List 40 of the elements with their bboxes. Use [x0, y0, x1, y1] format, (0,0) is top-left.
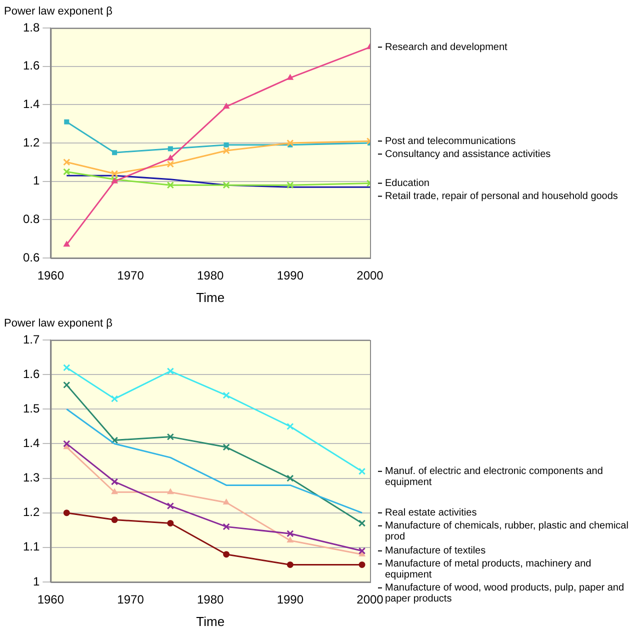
x-tick-label: 2000	[356, 268, 384, 283]
y-tick-label: 1.2	[22, 135, 40, 150]
y-tick-label: 1.2	[22, 505, 40, 520]
y-tick-label: 1.1	[22, 540, 40, 554]
text: Manuf. of electric and electronic components and equipment	[385, 466, 603, 488]
x-tick-label: 2000	[356, 592, 384, 607]
y-tick-label: 1.5	[22, 401, 40, 416]
y-axis-title: Power law exponent β	[4, 6, 112, 18]
text: Real estate activities	[385, 508, 477, 519]
series-label: Education	[385, 178, 430, 189]
x-tick-label: 1990	[276, 268, 304, 283]
y-tick-label: 1.4	[22, 96, 40, 111]
y-tick-label: 1.7	[22, 332, 40, 346]
x-tick-label: 1990	[276, 592, 304, 607]
series-label: Retail trade, repair of personal and household goods	[385, 191, 618, 202]
y-tick-label: 1.8	[22, 20, 40, 34]
x-tick-label: 1980	[196, 592, 224, 607]
x-tick-label: 1960	[37, 268, 64, 283]
x-axis-title: Time	[196, 290, 225, 305]
y-tick-label: 0.6	[22, 250, 40, 264]
y-tick-label: 1.3	[22, 470, 40, 485]
series-label: Post and telecommunications	[385, 136, 516, 147]
series-label: Consultancy and assistance activities	[385, 148, 551, 160]
text: Manufacture of textiles	[385, 546, 486, 557]
series-label: Research and development	[385, 42, 508, 53]
y-tick-label: 1.4	[22, 436, 40, 450]
x-tick-label: 1980	[196, 268, 224, 283]
y-tick-label: 1	[32, 574, 40, 588]
x-tick-label: 1960	[37, 592, 64, 607]
x-tick-label: 1970	[117, 268, 144, 283]
x-tick-label: 1970	[117, 592, 144, 607]
y-tick-label: 1.6	[22, 58, 40, 73]
x-axis-title: Time	[196, 614, 225, 629]
y-tick-label: 0.8	[22, 212, 40, 226]
y-axis-title: Power law exponent β	[4, 318, 112, 330]
text: Manufacture of metal products, machinery and equipment	[385, 558, 592, 581]
text: Manufacture of wood, wood products, pulp, paper and paper products	[385, 582, 624, 605]
text: Manufacture of chemicals, rubber, plastic and chemical prod	[385, 520, 628, 543]
y-tick-label: 1.6	[22, 366, 40, 381]
y-tick-label: 1	[32, 174, 40, 188]
